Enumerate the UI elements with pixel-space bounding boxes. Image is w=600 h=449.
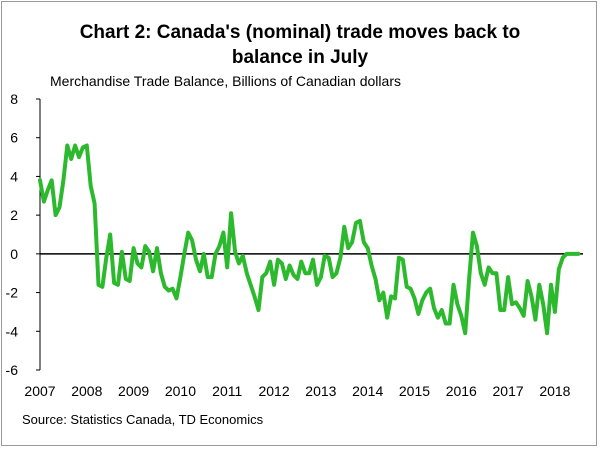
x-tick-label: 2008 (71, 383, 102, 399)
x-tick-label: 2015 (399, 383, 430, 399)
source-note: Source: Statistics Canada, TD Economics (22, 412, 264, 427)
y-tick-label: 0 (10, 246, 18, 262)
x-tick-label: 2016 (446, 383, 477, 399)
y-tick-label: -6 (6, 362, 19, 378)
chart-title-line-2: balance in July (231, 47, 369, 68)
axes-group (36, 98, 583, 371)
x-tick-label: 2013 (305, 383, 336, 399)
x-tick-label: 2014 (352, 383, 383, 399)
y-tick-label: 6 (10, 130, 18, 146)
y-tick-label: -2 (6, 285, 19, 301)
x-tick-label: 2007 (24, 383, 55, 399)
series-line (38, 143, 581, 336)
x-tick-label: 2011 (212, 383, 242, 399)
x-tick-label: 2018 (539, 383, 570, 399)
y-tick-label: 8 (10, 91, 18, 107)
y-tick-label: 4 (10, 168, 18, 184)
series-group (38, 143, 581, 336)
x-tick-label: 2017 (493, 383, 524, 399)
chart-subtitle: Merchandise Trade Balance, Billions of C… (50, 73, 401, 89)
chart-title-line-1: Chart 2: Canada's (nominal) trade moves … (79, 22, 521, 43)
chart-title: Chart 2: Canada's (nominal) trade moves … (0, 20, 600, 70)
x-tick-label: 2012 (258, 383, 289, 399)
x-tick-label: 2010 (165, 383, 196, 399)
y-tick-label: -4 (6, 323, 19, 339)
x-tick-label: 2009 (118, 383, 149, 399)
tick-labels-group: 8 6 4 2 0 -2 -4 -6 2007 2008 2009 2010 2011 2012 2013 2… (6, 91, 571, 399)
y-tick-label: 2 (10, 207, 18, 223)
